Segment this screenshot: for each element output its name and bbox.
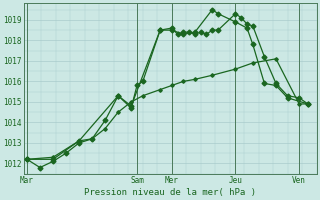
X-axis label: Pression niveau de la mer( hPa ): Pression niveau de la mer( hPa ) bbox=[84, 188, 256, 197]
